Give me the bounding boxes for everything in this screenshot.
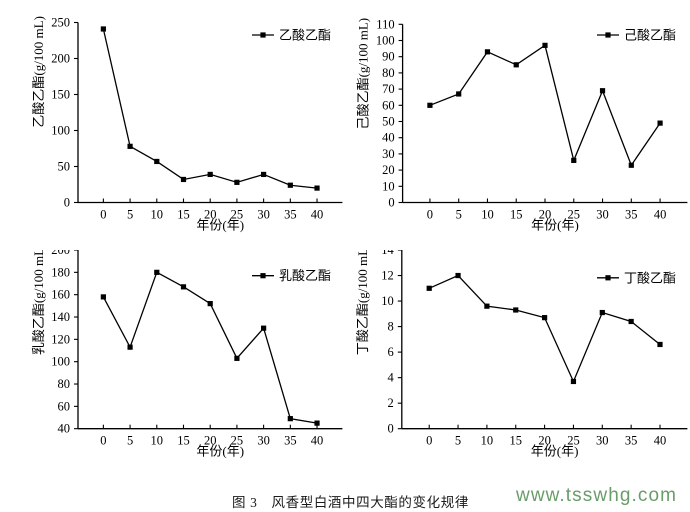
svg-text:15: 15 — [177, 434, 190, 448]
svg-text:4: 4 — [388, 371, 395, 385]
svg-text:250: 250 — [51, 16, 70, 30]
svg-text:40: 40 — [58, 422, 71, 436]
svg-text:80: 80 — [58, 377, 71, 391]
svg-text:200: 200 — [51, 52, 70, 66]
svg-text:5: 5 — [455, 434, 461, 448]
svg-text:6: 6 — [388, 345, 394, 359]
svg-text:5: 5 — [127, 434, 133, 448]
svg-text:30: 30 — [382, 147, 395, 161]
svg-text:0: 0 — [388, 422, 394, 436]
svg-text:12: 12 — [381, 269, 394, 283]
svg-text:35: 35 — [625, 434, 638, 448]
svg-text:10: 10 — [151, 208, 164, 222]
svg-text:0: 0 — [427, 208, 433, 222]
svg-text:10: 10 — [481, 208, 494, 222]
svg-text:丁酸乙酯: 丁酸乙酯 — [624, 270, 676, 285]
svg-text:30: 30 — [257, 434, 270, 448]
svg-text:5: 5 — [127, 208, 133, 222]
svg-text:100: 100 — [376, 34, 395, 48]
svg-text:15: 15 — [177, 208, 190, 222]
svg-text:己酸乙酯: 己酸乙酯 — [624, 28, 676, 43]
svg-text:年份(年): 年份(年) — [196, 218, 244, 233]
svg-text:200: 200 — [51, 250, 70, 257]
svg-text:14: 14 — [381, 250, 394, 257]
svg-text:30: 30 — [257, 208, 270, 222]
svg-text:10: 10 — [481, 434, 494, 448]
svg-text:8: 8 — [388, 320, 394, 334]
svg-text:0: 0 — [100, 208, 106, 222]
svg-text:90: 90 — [382, 50, 395, 64]
svg-text:30: 30 — [596, 434, 609, 448]
svg-text:40: 40 — [654, 434, 667, 448]
svg-text:0: 0 — [64, 196, 70, 210]
svg-text:年份(年): 年份(年) — [531, 444, 579, 459]
svg-text:乳酸乙酯(g/100 mL): 乳酸乙酯(g/100 mL) — [31, 250, 46, 355]
svg-text:140: 140 — [51, 310, 70, 324]
svg-text:5: 5 — [456, 208, 462, 222]
svg-text:己酸乙酯(g/100 mL): 己酸乙酯(g/100 mL) — [356, 18, 371, 130]
svg-text:35: 35 — [625, 208, 638, 222]
svg-text:50: 50 — [382, 115, 395, 129]
svg-text:160: 160 — [51, 288, 70, 302]
svg-text:乳酸乙酯: 乳酸乙酯 — [279, 268, 331, 283]
svg-text:2: 2 — [388, 396, 394, 410]
svg-text:40: 40 — [654, 208, 667, 222]
svg-text:180: 180 — [51, 265, 70, 279]
svg-text:100: 100 — [51, 124, 70, 138]
svg-text:乙酸乙酯(g/100 mL): 乙酸乙酯(g/100 mL) — [31, 16, 46, 128]
svg-text:40: 40 — [382, 131, 395, 145]
svg-text:110: 110 — [376, 17, 394, 31]
svg-text:年份(年): 年份(年) — [196, 444, 244, 459]
svg-text:35: 35 — [284, 434, 297, 448]
svg-text:乙酸乙酯: 乙酸乙酯 — [279, 28, 331, 43]
svg-text:15: 15 — [510, 208, 522, 222]
svg-text:15: 15 — [510, 434, 523, 448]
svg-text:10: 10 — [151, 434, 164, 448]
svg-text:20: 20 — [382, 163, 395, 177]
svg-text:0: 0 — [388, 196, 394, 210]
svg-text:40: 40 — [311, 434, 324, 448]
svg-text:35: 35 — [284, 208, 297, 222]
svg-text:30: 30 — [596, 208, 609, 222]
svg-text:80: 80 — [382, 66, 395, 80]
svg-text:60: 60 — [382, 98, 395, 112]
svg-text:120: 120 — [51, 332, 70, 346]
svg-text:0: 0 — [426, 434, 432, 448]
svg-text:100: 100 — [51, 355, 70, 369]
svg-text:10: 10 — [381, 294, 394, 308]
svg-text:10: 10 — [382, 179, 395, 193]
svg-text:年份(年): 年份(年) — [531, 218, 579, 233]
svg-text:150: 150 — [51, 88, 70, 102]
svg-text:0: 0 — [100, 434, 106, 448]
svg-text:50: 50 — [58, 160, 71, 174]
svg-text:40: 40 — [311, 208, 324, 222]
svg-text:70: 70 — [382, 82, 395, 96]
svg-text:丁酸乙酯(g/100 mL): 丁酸乙酯(g/100 mL) — [355, 250, 370, 355]
svg-text:60: 60 — [58, 399, 71, 413]
